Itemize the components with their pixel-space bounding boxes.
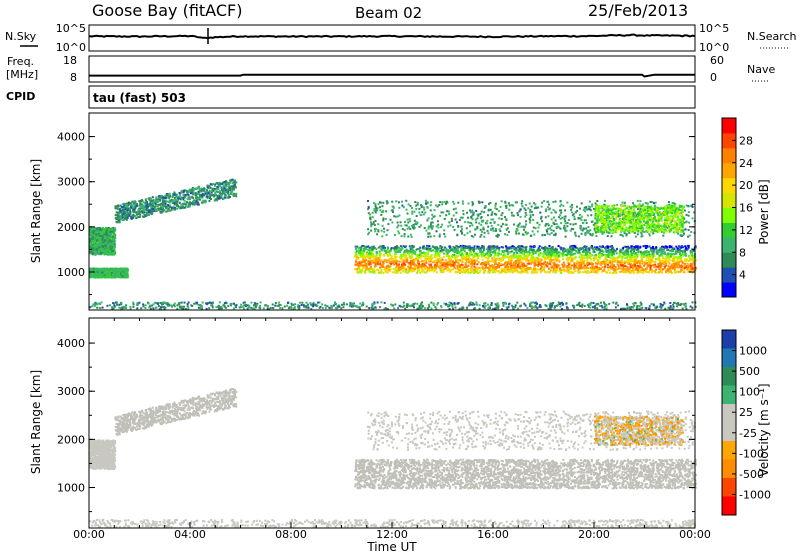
velocity-colorbar: 1000 500 100 25 -25 -100 -500 -1000 [721,329,771,516]
nsky-series-line [88,33,696,40]
nave-tick-high: 60 [710,54,724,67]
freq-tick-low: 8 [70,71,77,84]
ytick-label: 2000 [57,221,85,234]
colorbar-tick-label: 12 [739,224,753,237]
xtick-label: 16:00 [477,528,509,541]
beam-title: Beam 02 [355,4,422,22]
ytick-label: 1000 [57,266,85,279]
colorbar-tick-label: 100 [739,386,760,399]
time-xlabel: Time UT [366,540,417,554]
station-title: Goose Bay (fitACF) [92,1,242,20]
xtick-label: 12:00 [376,528,408,541]
nsky-tick-high: 10^5 [56,22,86,35]
velocity-y-axis: 1000 2000 3000 4000 [57,337,695,513]
ytick-label: 3000 [57,176,85,189]
cpid-label: CPID [6,90,35,103]
velocity-panel: 1000 2000 3000 4000 Slant Range [km] 1000 50… [29,317,771,554]
power-scatter [89,178,697,311]
colorbar-tick-label: 24 [739,157,753,170]
power-colorbar-label: Power [dB] [757,179,771,244]
colorbar-tick-label: 16 [739,202,753,215]
nsearch-label: N.Search [747,30,797,43]
freq-panel: Freq. [MHz] 18 8 60 0 Nave [6,54,775,84]
velocity-colorbar-label: Velocity [m s⁻¹] [757,383,771,476]
xtick-label: 04:00 [174,528,206,541]
power-ylabel: Slant Range [km] [29,159,43,263]
freq-label: Freq. [7,55,34,68]
cpid-text: tau (fast) 503 [93,91,186,105]
ytick-label: 3000 [57,385,85,398]
velocity-scatter [89,388,697,528]
colorbar-tick-label: 25 [739,406,753,419]
date-title: 25/Feb/2013 [588,1,688,20]
xtick-label: 00:00 [679,528,711,541]
cpid-row: CPID tau (fast) 503 [6,85,696,109]
power-y-axis: 1000 2000 3000 4000 [57,131,695,296]
nsky-tick-low: 10^0 [56,41,86,54]
nsky-panel: N.Sky 10^5 10^0 10^5 10^0 N.Search [5,22,797,54]
ytick-label: 4000 [57,337,85,350]
nave-label: Nave [747,63,775,76]
power-colorbar: 4 8 12 16 20 24 28 [721,117,753,298]
xtick-label: 20:00 [578,528,610,541]
nsky-label: N.Sky [5,30,37,43]
nsearch-tick-high: 10^5 [699,22,729,35]
colorbar-tick-label: 20 [739,179,753,192]
colorbar-tick-label: 500 [739,365,760,378]
ytick-label: 1000 [57,482,85,495]
colorbar-tick-label: 8 [739,246,746,259]
colorbar-tick-label: -100 [739,447,764,460]
colorbar-tick-label: -500 [739,468,764,481]
time-x-axis: 00:00 04:00 08:00 12:00 16:00 20:00 00:00 [73,318,711,541]
velocity-ylabel: Slant Range [km] [29,370,43,474]
ytick-label: 2000 [57,433,85,446]
freq-series-line [89,73,695,78]
power-panel: 1000 2000 3000 4000 Slant Range [km] 4 8 12 16… [29,112,771,311]
colorbar-tick-label: -1000 [739,488,771,501]
xtick-label: 00:00 [73,528,105,541]
nave-tick-low: 0 [710,71,717,84]
colorbar-tick-label: 1000 [739,345,767,358]
freq-unit-label: [MHz] [6,68,38,81]
colorbar-tick-label: 4 [739,269,746,282]
colorbar-tick-label: 28 [739,134,753,147]
xtick-label: 08:00 [275,528,307,541]
nsearch-tick-low: 10^0 [699,41,729,54]
colorbar-tick-label: -25 [739,427,757,440]
freq-tick-high: 18 [63,54,77,67]
ytick-label: 4000 [57,131,85,144]
